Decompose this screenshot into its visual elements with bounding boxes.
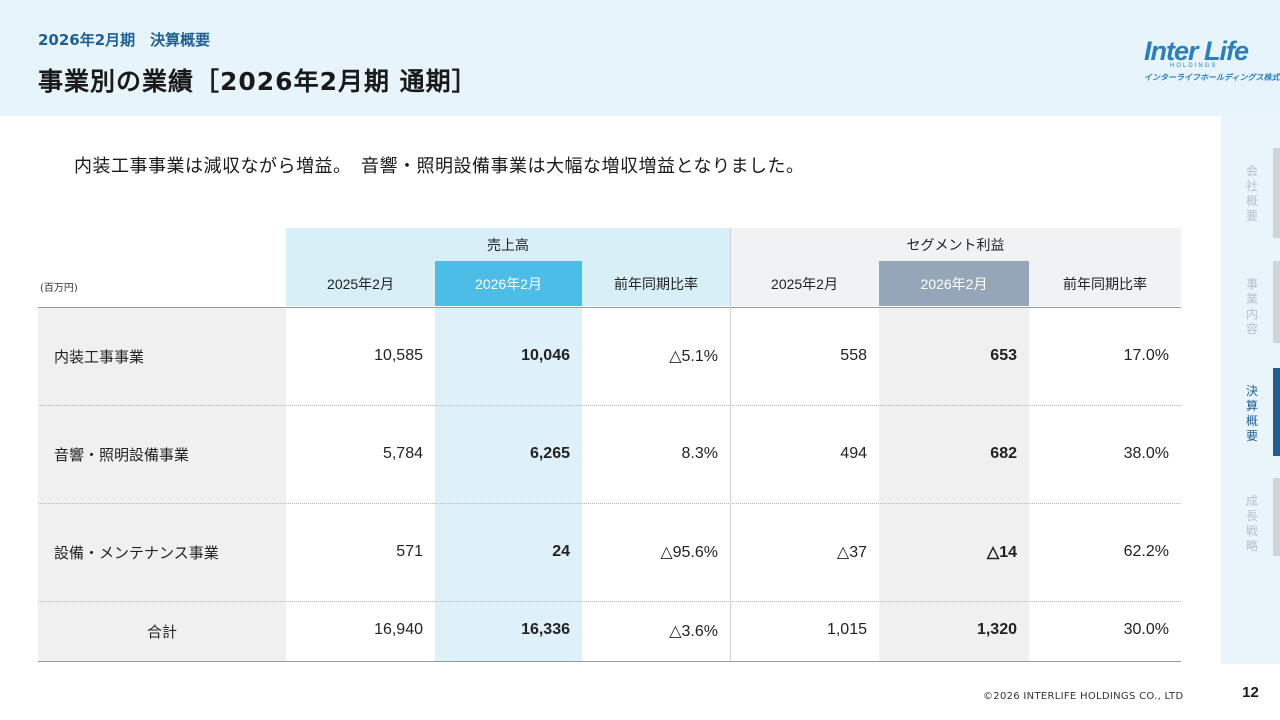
column-header: 2025年2月 bbox=[286, 261, 435, 306]
table-cell: 558 bbox=[840, 347, 867, 364]
page-title: 事業別の業績［2026年2月期 通期］ bbox=[38, 67, 478, 96]
row-label: 音響・照明設備事業 bbox=[54, 445, 190, 464]
nav-item[interactable]: 事業内容 bbox=[1221, 261, 1280, 343]
table-cell: 16,940 bbox=[374, 621, 423, 638]
table-cell: 10,046 bbox=[521, 347, 570, 364]
nav-indicator bbox=[1273, 261, 1280, 343]
main-content: 内装工事事業は減収ながら増益。 音響・照明設備事業は大幅な増収増益となりました。… bbox=[0, 116, 1221, 720]
table-cell: 1,320 bbox=[976, 621, 1017, 638]
row-label: 設備・メンテナンス事業 bbox=[54, 543, 219, 562]
table-cell: 8.3% bbox=[681, 445, 718, 462]
nav-item-label: 成長戦略 bbox=[1245, 494, 1258, 553]
sales-highlight-column-bg bbox=[435, 307, 582, 661]
row-label: 内装工事事業 bbox=[54, 347, 145, 366]
nav-indicator bbox=[1273, 368, 1280, 456]
nav-item-label: 会社概要 bbox=[1245, 164, 1258, 223]
section-subtitle: 2026年2月期 決算概要 bbox=[38, 31, 211, 49]
unit-label: (百万円) bbox=[40, 283, 78, 294]
table-cell: 30.0% bbox=[1123, 621, 1169, 638]
nav-item-label: 事業内容 bbox=[1245, 277, 1258, 336]
nav-item[interactable]: 会社概要 bbox=[1221, 148, 1280, 238]
column-header: 2026年2月 bbox=[435, 261, 582, 306]
column-header: 2025年2月 bbox=[730, 261, 879, 306]
group-divider bbox=[730, 228, 731, 661]
nav-item[interactable]: 決算概要 bbox=[1221, 368, 1280, 456]
profit-highlight-column-bg bbox=[879, 307, 1029, 661]
row-divider bbox=[38, 503, 1181, 504]
nav-item[interactable]: 成長戦略 bbox=[1221, 478, 1280, 556]
company-logo: Inter Life HOLDINGS インターライフホールディングス株式会社 bbox=[1140, 36, 1280, 86]
row-label: 合計 bbox=[146, 622, 177, 641]
table-cell: 38.0% bbox=[1123, 445, 1169, 462]
table-cell: 571 bbox=[396, 543, 423, 560]
table-cell: 494 bbox=[840, 445, 867, 462]
table-bottom-border bbox=[38, 661, 1181, 662]
page-number: 12 bbox=[1242, 684, 1259, 701]
section-nav: 会社概要事業内容決算概要成長戦略 bbox=[1221, 116, 1280, 720]
profit-group-header: セグメント利益 bbox=[730, 228, 1181, 261]
table-cell: 1,015 bbox=[826, 621, 867, 638]
logo-kana-text: インターライフホールディングス株式会社 bbox=[1144, 73, 1280, 82]
page-number-box: 12 bbox=[1221, 664, 1280, 720]
logo-wordmark: Inter Life bbox=[1144, 36, 1249, 66]
table-cell: 62.2% bbox=[1123, 543, 1169, 560]
sales-group-header: 売上高 bbox=[286, 228, 730, 261]
label-column-bg bbox=[38, 307, 286, 661]
nav-item-label: 決算概要 bbox=[1245, 384, 1258, 443]
slide-header: 2026年2月期 決算概要 事業別の業績［2026年2月期 通期］ Inter … bbox=[0, 0, 1280, 116]
column-header: 2026年2月 bbox=[879, 261, 1029, 306]
table-cell: △37 bbox=[836, 544, 867, 561]
summary-lead: 内装工事事業は減収ながら増益。 音響・照明設備事業は大幅な増収増益となりました。 bbox=[74, 156, 805, 177]
table-cell: 5,784 bbox=[382, 445, 423, 462]
row-divider bbox=[38, 405, 1181, 406]
table-cell: △14 bbox=[986, 544, 1017, 561]
table-cell: 682 bbox=[990, 445, 1017, 462]
table-cell: 653 bbox=[990, 347, 1017, 364]
header-bottom-border bbox=[38, 307, 1181, 308]
column-header: 前年同期比率 bbox=[1029, 261, 1181, 306]
table-cell: △3.6% bbox=[669, 623, 718, 640]
nav-indicator bbox=[1273, 148, 1280, 238]
table-cell: 16,336 bbox=[521, 621, 570, 638]
table-cell: 24 bbox=[552, 543, 570, 560]
column-header: 前年同期比率 bbox=[582, 261, 730, 306]
row-divider bbox=[38, 601, 1181, 602]
table-cell: 10,585 bbox=[374, 347, 423, 364]
table-cell: 6,265 bbox=[529, 445, 570, 462]
table-cell: △5.1% bbox=[669, 348, 718, 365]
logo-holdings-text: HOLDINGS bbox=[1170, 63, 1218, 69]
copyright: ©2026 INTERLIFE HOLDINGS CO., LTD bbox=[983, 691, 1184, 702]
table-cell: △95.6% bbox=[660, 544, 718, 561]
nav-indicator bbox=[1273, 478, 1280, 556]
table-cell: 17.0% bbox=[1123, 347, 1169, 364]
